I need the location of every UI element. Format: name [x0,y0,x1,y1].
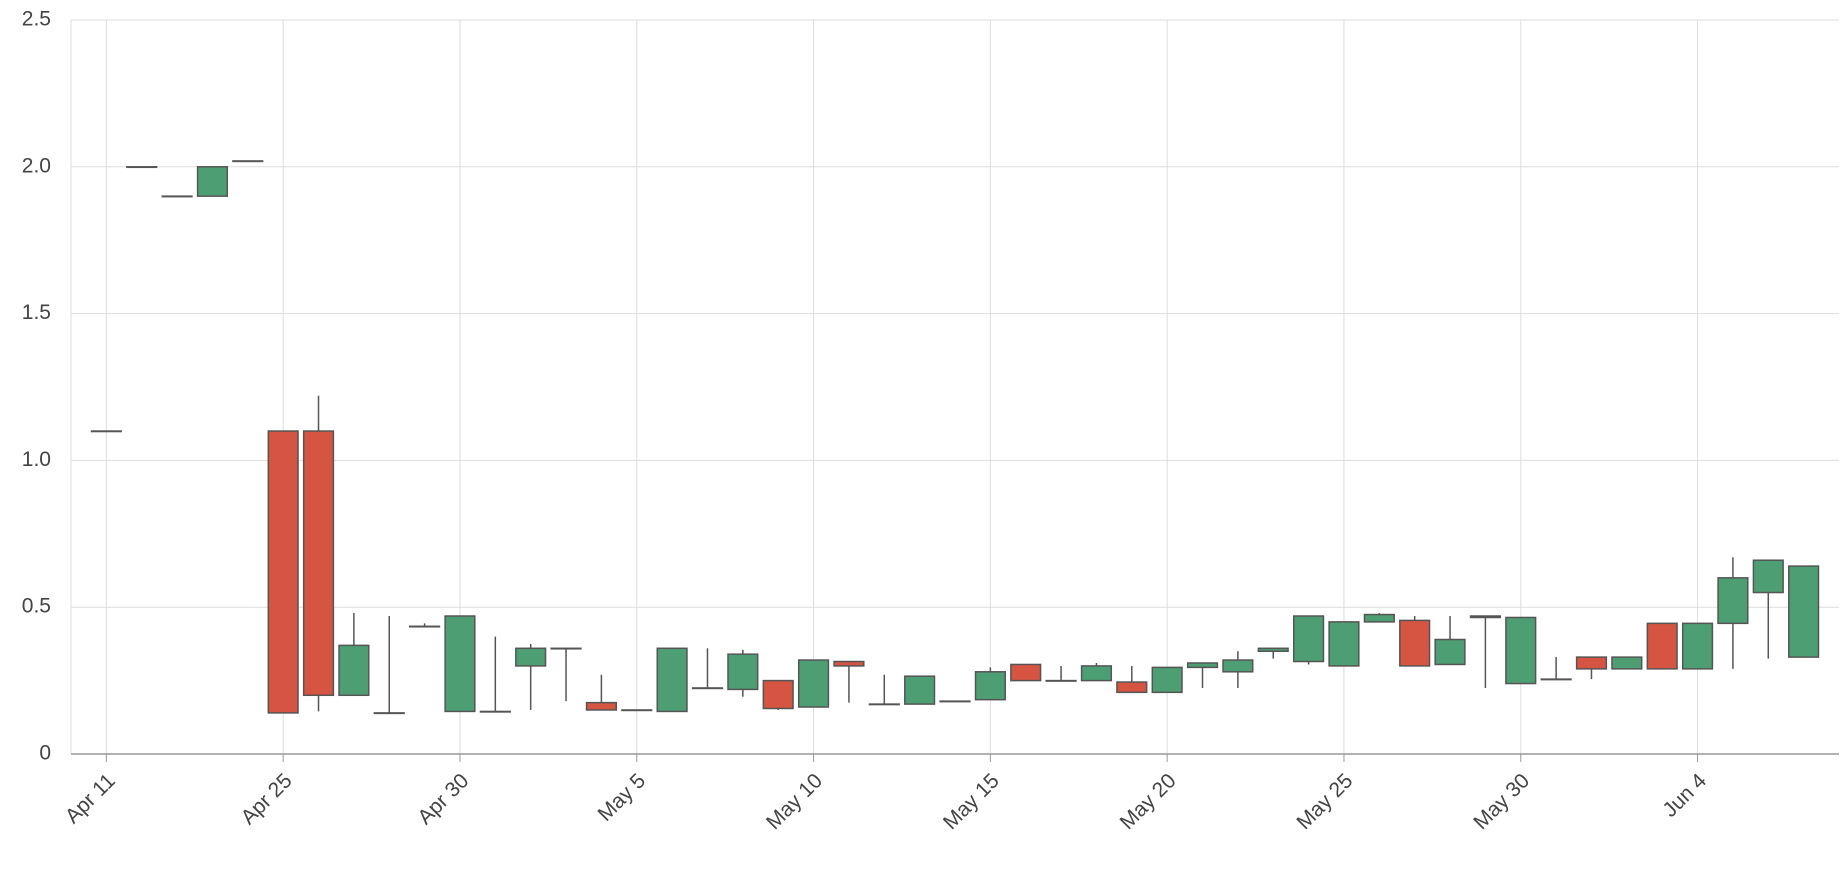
x-tick-label: May 10 [762,769,827,834]
candle-body [1788,565,1820,658]
candle-body [1399,619,1431,667]
candle-body [515,647,547,667]
candle-body [126,166,158,169]
candle-body [1045,679,1077,682]
candle-body [1080,665,1113,682]
candle-body [479,710,511,713]
x-tick-label: May 20 [1116,769,1181,834]
candle-body [762,679,794,710]
x-tick-label: Apr 11 [61,769,120,828]
candle-body [1257,647,1289,652]
candle-body [550,647,582,650]
candle-body [1151,666,1183,694]
candle-body [1010,663,1042,682]
y-tick-label: 0 [39,742,51,765]
candle-body [338,644,370,697]
candle-body [1681,622,1714,670]
y-tick-label: 1.0 [22,448,51,471]
candle-body [373,712,405,715]
candle-body [161,195,193,198]
candle-body [1116,681,1148,694]
y-tick-label: 2.0 [22,154,51,177]
candle-body [1540,678,1572,681]
candle-body [1292,615,1325,663]
x-tick-label: May 30 [1469,769,1534,834]
candle-body [621,709,653,712]
x-tick-label: Apr 30 [413,769,473,829]
candle-body [232,160,264,163]
candle-body [1505,616,1537,685]
y-tick-label: 2.5 [22,8,51,31]
candle-body [1717,577,1749,625]
candle-body [1611,656,1643,670]
candle-body [408,625,441,628]
candle-body [90,430,122,433]
x-tick-label: Apr 25 [237,769,297,829]
candle-body [1328,621,1360,667]
candle-body [1575,656,1608,670]
x-tick-label: Jun 4 [1658,769,1711,822]
x-tick-label: May 5 [594,769,651,826]
candle-body [1646,622,1678,670]
candle-body [1752,559,1784,594]
candle-body [727,653,759,691]
y-tick-label: 0.5 [22,595,51,618]
candle-body [1363,613,1395,623]
candle-body [1186,662,1219,669]
candle-body [833,660,865,667]
candle-body [691,687,724,690]
candle-body [1469,615,1502,619]
candle-body [267,430,299,714]
candle-body [797,659,830,708]
candle-body [444,615,476,713]
candle-body [904,675,936,705]
candle-body [939,700,971,703]
candle-body [585,701,618,711]
candle-body [196,166,229,197]
x-tick-label: May 25 [1292,769,1357,834]
x-tick-label: May 15 [939,769,1004,834]
candle-body [868,703,900,706]
candle-body [974,671,1006,701]
candle-body [1222,659,1254,673]
y-tick-label: 1.5 [22,301,51,324]
candle-body [1434,638,1466,666]
candle-body [656,647,688,713]
candle-body [302,430,335,697]
